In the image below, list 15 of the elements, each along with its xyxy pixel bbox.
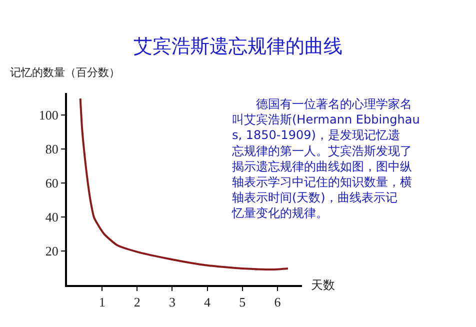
y-tick-label: 80	[45, 142, 58, 157]
x-axis-title: 天数	[311, 278, 335, 292]
y-axis-title: 记忆的数量（百分数）	[10, 66, 120, 79]
x-tick-label: 4	[204, 294, 212, 310]
chart-title: 艾宾浩斯遗忘规律的曲线	[134, 35, 342, 58]
x-tick-label: 5	[239, 294, 246, 310]
annotation: 德国有一位著名的心理学家名叫艾宾浩斯(Hermann Ebbinghaus, 1850-1909)，是发现记忆遗忘规律的第一人。艾宾浩斯发现了揭示遗忘规律的曲线如图，图中纵轴表示学习中记住的知识数量，横轴表示时间(天数)，曲线表示记忆量变化的规律。	[231, 97, 420, 220]
y-tick-label: 20	[45, 244, 58, 259]
x-tick-label: 1	[98, 294, 106, 310]
x-tick-label: 6	[274, 294, 282, 310]
y-tick-label: 60	[45, 176, 58, 191]
y-tick-label: 40	[45, 210, 58, 225]
x-tick-label: 3	[168, 294, 176, 310]
y-tick-label: 100	[38, 108, 58, 123]
x-tick-label: 2	[134, 294, 140, 310]
